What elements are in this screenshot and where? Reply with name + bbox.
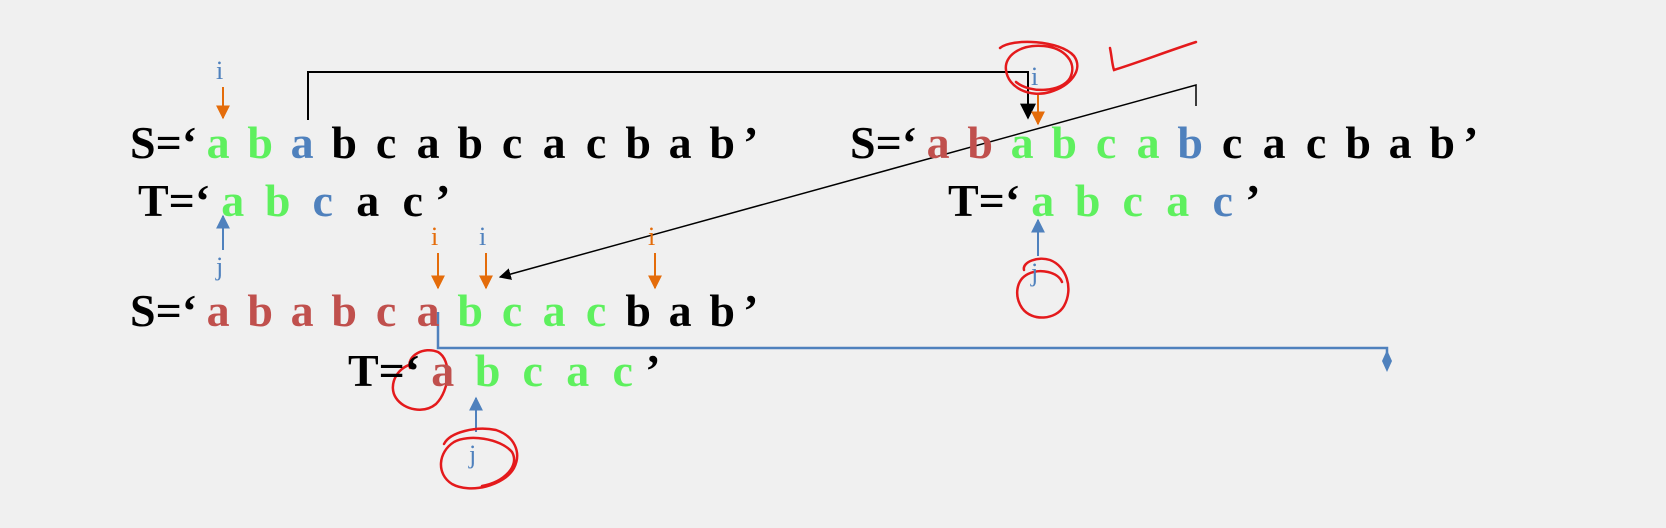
source-char: b <box>457 285 483 336</box>
source-char: a <box>1010 117 1034 168</box>
pattern-char: a <box>1166 175 1190 226</box>
pattern-string-p3: T=‘ a b c a c’ <box>348 348 661 394</box>
pattern-char: c <box>1212 175 1233 226</box>
pattern-string-p2: T=‘ a b c a c’ <box>948 178 1261 224</box>
source-char: b <box>247 285 273 336</box>
source-char: b <box>331 285 357 336</box>
source-char: a <box>290 117 314 168</box>
source-char: b <box>1051 117 1077 168</box>
scribble-circle-i-p2 <box>998 40 1079 95</box>
pattern-char: c <box>402 175 423 226</box>
closing-quote: ’ <box>645 345 661 396</box>
pattern-char: a <box>221 175 245 226</box>
source-char: b <box>331 117 357 168</box>
source-char: c <box>501 117 523 168</box>
source-char: b <box>457 117 483 168</box>
source-string-p2: S=‘ a b a b c a b c a c b a b’ <box>850 120 1478 166</box>
pattern-char: c <box>1122 175 1143 226</box>
i-label-p2: i <box>1031 62 1039 91</box>
scribble-circle-j-p2 <box>1015 257 1070 319</box>
source-char: c <box>375 285 397 336</box>
source-char: b <box>1177 117 1203 168</box>
source-char: c <box>501 285 523 336</box>
source-char: a <box>206 285 230 336</box>
pattern-char: a <box>1031 175 1055 226</box>
i-label-p3c: i <box>648 222 656 251</box>
pattern-char: b <box>1074 175 1101 226</box>
closing-quote: ’ <box>1245 175 1261 226</box>
source-char: b <box>625 285 651 336</box>
source-char: a <box>926 117 950 168</box>
scribble-circle-j-p3 <box>439 427 519 490</box>
source-string-p3: S=‘ a b a b c a b c a c b a b’ <box>130 288 758 334</box>
source-char: a <box>1388 117 1412 168</box>
source-char: b <box>967 117 993 168</box>
i-label-p3a: i <box>431 222 439 251</box>
pattern-char: c <box>522 345 543 396</box>
source-char: b <box>247 117 273 168</box>
t-prefix: T=‘ <box>138 175 211 226</box>
source-char: b <box>625 117 651 168</box>
source-char: c <box>585 285 607 336</box>
source-char: a <box>542 117 566 168</box>
s-prefix: S=‘ <box>130 285 198 336</box>
source-char: c <box>1221 117 1243 168</box>
source-char: a <box>206 117 230 168</box>
j-label-p2: j <box>1031 258 1039 287</box>
pattern-char: b <box>474 345 501 396</box>
t-prefix: T=‘ <box>948 175 1021 226</box>
source-string-p1: S=‘ a b a b c a b c a c b a b’ <box>130 120 758 166</box>
s-prefix: S=‘ <box>850 117 918 168</box>
closing-quote: ’ <box>743 285 759 336</box>
source-char: a <box>416 285 440 336</box>
closing-quote: ’ <box>435 175 451 226</box>
j-label-p3: j <box>469 440 477 469</box>
shift-end-marker <box>1382 350 1392 372</box>
check-mark <box>1108 40 1198 72</box>
closing-quote: ’ <box>1463 117 1479 168</box>
source-char: a <box>1262 117 1286 168</box>
t-prefix: T=‘ <box>348 345 421 396</box>
pattern-char: c <box>312 175 333 226</box>
source-char: a <box>542 285 566 336</box>
pattern-string-p1: T=‘ a b c a c’ <box>138 178 451 224</box>
pattern-char: a <box>566 345 590 396</box>
source-char: a <box>290 285 314 336</box>
i-label-p3b: i <box>479 222 487 251</box>
j-label-p1: j <box>216 252 224 281</box>
source-char: a <box>668 285 692 336</box>
source-char: c <box>1095 117 1117 168</box>
source-char: c <box>1305 117 1327 168</box>
pattern-char: a <box>356 175 380 226</box>
closing-quote: ’ <box>743 117 759 168</box>
s-prefix: S=‘ <box>130 117 198 168</box>
source-char: c <box>585 117 607 168</box>
source-char: c <box>375 117 397 168</box>
connector-arrow-1 <box>307 71 1036 120</box>
pattern-char: b <box>264 175 291 226</box>
source-char: b <box>1429 117 1455 168</box>
source-char: a <box>1136 117 1160 168</box>
source-char: a <box>416 117 440 168</box>
source-char: b <box>709 117 735 168</box>
pattern-char: c <box>612 345 633 396</box>
source-char: b <box>1345 117 1371 168</box>
scribble-circle-t-a-p3 <box>391 349 449 411</box>
connector-arrow-2 <box>498 84 1197 280</box>
handwritten-annotations <box>391 40 1198 490</box>
pattern-char: a <box>431 345 455 396</box>
source-char: b <box>709 285 735 336</box>
i-label-p1: i <box>216 56 224 85</box>
source-char: a <box>668 117 692 168</box>
